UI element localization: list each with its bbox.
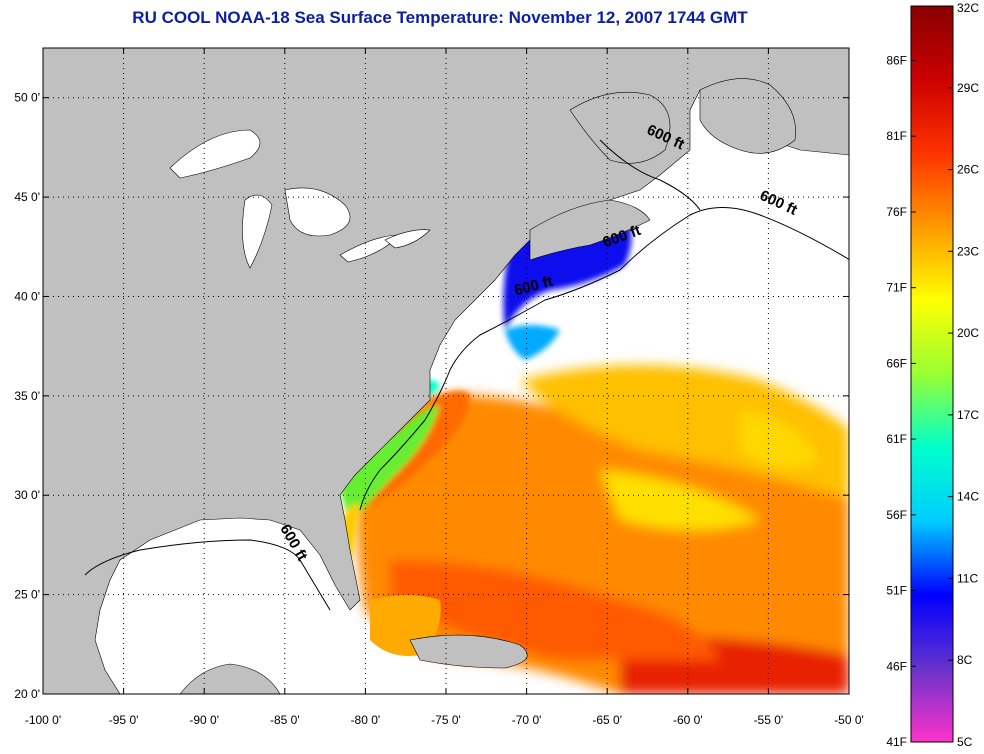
colorbar-label-celsius: 20C xyxy=(957,326,979,340)
colorbar-label-fahrenheit: 66F xyxy=(886,356,907,370)
x-tick-label: -60 0' xyxy=(673,713,703,727)
colorbar-label-fahrenheit: 71F xyxy=(886,281,907,295)
y-tick-label: 45 0' xyxy=(14,190,40,204)
colorbar-label-celsius: 23C xyxy=(957,244,979,258)
colorbar-label-fahrenheit: 86F xyxy=(886,54,907,68)
x-tick-label: -95 0' xyxy=(109,713,139,727)
y-tick-label: 35 0' xyxy=(14,389,40,403)
x-tick-label: -90 0' xyxy=(189,713,219,727)
colorbar-label-fahrenheit: 51F xyxy=(886,584,907,598)
x-tick-label: -100 0' xyxy=(25,713,61,727)
y-tick-label: 30 0' xyxy=(14,488,40,502)
x-tick-label: -75 0' xyxy=(431,713,461,727)
x-tick-label: -50 0' xyxy=(834,713,864,727)
x-tick-label: -65 0' xyxy=(592,713,622,727)
x-tick-label: -85 0' xyxy=(270,713,300,727)
x-tick-label: -55 0' xyxy=(754,713,784,727)
y-tick-label: 20 0' xyxy=(14,687,40,701)
y-tick-label: 25 0' xyxy=(14,588,40,602)
shelf-contour xyxy=(84,139,849,611)
colorbar-label-celsius: 14C xyxy=(957,490,979,504)
colorbar-label-fahrenheit: 81F xyxy=(886,129,907,143)
colorbar-label-celsius: 26C xyxy=(957,163,979,177)
y-tick-label: 50 0' xyxy=(14,91,40,105)
colorbar-label-fahrenheit: 46F xyxy=(886,659,907,673)
latitude-ticks: 20 0' 25 0' 30 0' 35 0' 40 0' 45 0' 50 0' xyxy=(14,91,849,701)
colorbar-label-fahrenheit: 41F xyxy=(886,735,907,749)
colorbar-gradient xyxy=(910,5,954,743)
longitude-ticks: -100 0' -95 0' -90 0' -85 0' -80 0' -75 0' -70… xyxy=(25,48,864,727)
colorbar-label-fahrenheit: 56F xyxy=(886,508,907,522)
colorbar-label-celsius: 17C xyxy=(957,408,979,422)
colorbar-label-celsius: 5C xyxy=(957,735,973,749)
x-tick-label: -70 0' xyxy=(512,713,542,727)
colorbar-ticks: 32C 29C 26C 23C 20C 17C 14C 11C 8C 5C 86F 81F 76F 71F… xyxy=(886,1,979,749)
x-tick-label: -80 0' xyxy=(351,713,381,727)
colorbar-label-celsius: 29C xyxy=(957,81,979,95)
colorbar-label-celsius: 11C xyxy=(957,571,978,585)
map-title: RU COOL NOAA-18 Sea Surface Temperature:… xyxy=(132,8,748,27)
great-lakes xyxy=(169,129,431,269)
colorbar-label-celsius: 32C xyxy=(957,1,979,15)
sst-warm-field xyxy=(356,365,849,694)
colorbar-label-fahrenheit: 76F xyxy=(886,205,907,219)
colorbar-label-celsius: 8C xyxy=(957,653,973,667)
colorbar-label-fahrenheit: 61F xyxy=(886,432,907,446)
y-tick-label: 40 0' xyxy=(14,289,40,303)
